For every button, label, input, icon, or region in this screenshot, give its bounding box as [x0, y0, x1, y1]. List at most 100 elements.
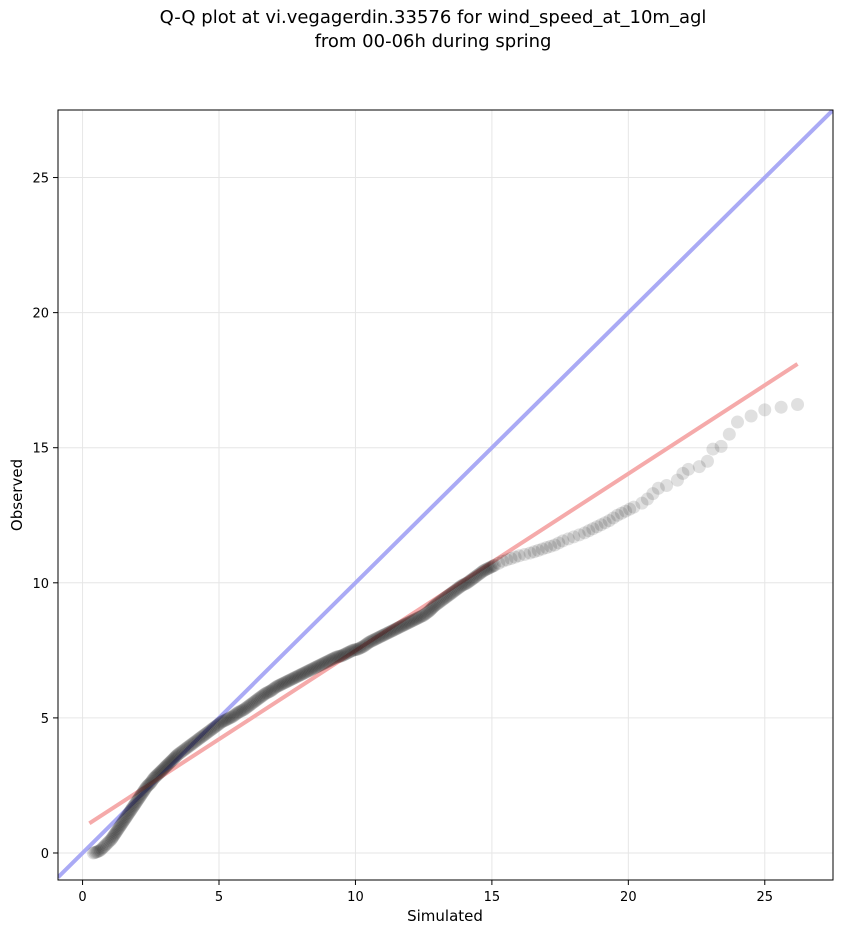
data-point: [358, 638, 372, 652]
data-point: [455, 579, 469, 593]
data-point: [700, 454, 714, 468]
data-point: [467, 571, 481, 585]
data-point: [142, 778, 156, 792]
data-point: [127, 799, 141, 813]
data-point: [164, 754, 178, 768]
data-point: [237, 703, 251, 717]
data-point: [150, 769, 164, 783]
data-point: [354, 641, 368, 655]
data-point: [357, 639, 371, 653]
data-point: [325, 652, 339, 666]
data-point: [706, 442, 720, 456]
data-point: [256, 689, 270, 703]
data-point: [368, 633, 382, 647]
data-point: [471, 568, 485, 582]
data-point: [377, 628, 391, 642]
data-point: [153, 766, 167, 780]
data-point: [392, 620, 406, 634]
x-tick-label: 15: [484, 890, 501, 905]
y-tick-label: 15: [32, 442, 49, 457]
data-point: [131, 793, 145, 807]
data-point: [408, 612, 422, 626]
data-point: [402, 616, 416, 630]
data-point: [383, 625, 397, 639]
plot-frame: [57, 109, 834, 881]
data-point: [512, 549, 526, 563]
data-point: [139, 781, 153, 795]
data-point: [426, 600, 440, 614]
data-point: [279, 675, 293, 689]
data-point: [230, 707, 244, 721]
data-point: [452, 581, 466, 595]
data-point: [436, 593, 450, 607]
data-point: [366, 633, 380, 647]
data-point: [143, 777, 157, 791]
data-point: [88, 846, 102, 860]
data-point: [110, 824, 124, 838]
data-point: [482, 561, 496, 575]
data-point: [413, 610, 427, 624]
data-point: [177, 743, 191, 757]
data-point: [464, 573, 478, 587]
data-point: [159, 760, 173, 774]
fit-line: [88, 362, 799, 825]
data-point: [105, 831, 119, 845]
data-point: [406, 614, 420, 628]
data-point: [347, 643, 361, 657]
data-point: [120, 810, 134, 824]
data-point: [351, 642, 365, 656]
data-point: [414, 610, 428, 624]
data-point: [692, 460, 706, 474]
data-point: [227, 709, 241, 723]
data-point: [254, 690, 268, 704]
data-point: [187, 735, 201, 749]
data-point: [303, 663, 317, 677]
data-point: [201, 725, 215, 739]
data-point: [329, 650, 343, 664]
y-tick-label: 25: [32, 172, 49, 187]
data-point: [217, 714, 231, 728]
data-point: [160, 759, 174, 773]
data-point: [122, 805, 136, 819]
data-point: [594, 518, 608, 532]
data-point: [137, 784, 151, 798]
data-point: [333, 649, 347, 663]
data-point: [211, 718, 225, 732]
data-point: [415, 609, 429, 623]
data-point: [305, 662, 319, 676]
x-tick-label: 5: [215, 890, 223, 905]
data-point: [119, 811, 133, 825]
data-point: [544, 539, 558, 553]
data-point: [114, 818, 128, 832]
data-point: [722, 427, 736, 441]
data-point: [492, 556, 506, 570]
data-point: [308, 661, 322, 675]
data-point: [282, 674, 296, 688]
data-point: [124, 803, 138, 817]
data-point: [447, 585, 461, 599]
data-point: [295, 667, 309, 681]
data-point: [239, 701, 253, 715]
data-point: [433, 595, 447, 609]
data-point: [615, 506, 629, 520]
data-point: [104, 832, 118, 846]
data-point: [331, 650, 345, 664]
data-point: [316, 657, 330, 671]
data-point: [424, 602, 438, 616]
data-point: [134, 788, 148, 802]
data-point: [714, 439, 728, 453]
data-point: [572, 528, 586, 542]
data-point: [370, 631, 384, 645]
data-point: [378, 627, 392, 641]
data-point: [235, 703, 249, 717]
data-point: [481, 562, 495, 576]
data-point: [324, 653, 338, 667]
data-point: [500, 553, 514, 567]
data-point: [336, 648, 350, 662]
data-point: [111, 823, 125, 837]
data-point: [205, 722, 219, 736]
data-point: [421, 605, 435, 619]
data-point: [186, 736, 200, 750]
x-tick-label: 10: [347, 890, 364, 905]
data-point: [262, 685, 276, 699]
